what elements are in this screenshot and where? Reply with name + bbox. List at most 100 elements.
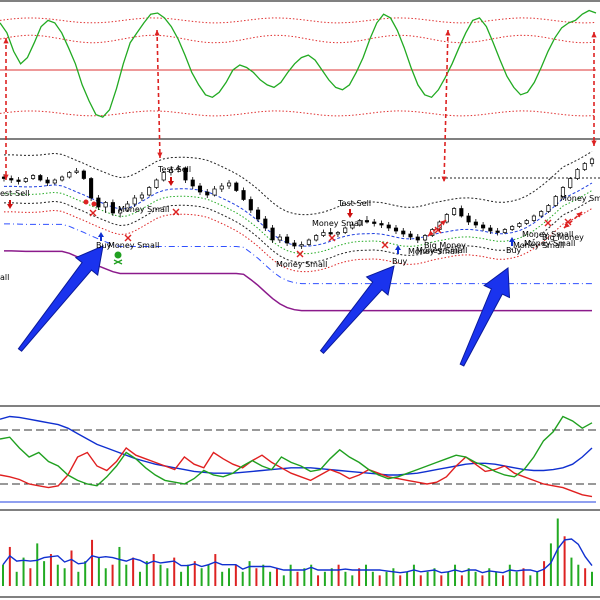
skull-icon xyxy=(91,201,97,207)
candle-body xyxy=(168,169,174,173)
candle-body xyxy=(524,220,529,224)
cross-icon xyxy=(434,226,442,234)
candle-body xyxy=(299,244,304,247)
down-arrow-icon xyxy=(347,209,353,218)
candle-body xyxy=(502,229,507,233)
annotation-label-money: Money Small xyxy=(522,230,573,239)
volume-average-line xyxy=(2,538,593,574)
candle-body xyxy=(285,236,290,244)
candle-body xyxy=(582,163,587,170)
divergence-arrowhead-icon xyxy=(591,32,597,38)
annotation-label-money: Money Small xyxy=(524,239,575,248)
skull-icon xyxy=(83,199,89,205)
candle-body xyxy=(357,220,362,226)
candle-body xyxy=(263,218,268,229)
candle-body xyxy=(517,223,522,227)
candle-body xyxy=(364,220,370,223)
candle-body xyxy=(589,158,595,164)
divergence-arrowhead-icon xyxy=(428,230,434,236)
annotation-label-money: Money Small xyxy=(416,246,467,255)
candle-body xyxy=(9,178,14,181)
annotation-label-money: Money Small xyxy=(276,260,327,269)
candle-body xyxy=(60,176,65,181)
candle-body xyxy=(568,178,573,188)
up-arrow-icon xyxy=(509,237,515,246)
candle-body xyxy=(212,188,217,196)
candle-body xyxy=(386,224,391,229)
divergence-arrowhead-icon xyxy=(591,140,597,146)
candle-body xyxy=(52,179,57,184)
candle-body xyxy=(481,224,486,229)
candle-body xyxy=(343,227,348,233)
candle-body xyxy=(560,187,566,197)
candle-body xyxy=(575,169,580,179)
candle-body xyxy=(393,227,399,232)
cross-icon xyxy=(381,241,389,249)
annotation-label-money: Money Small xyxy=(108,241,159,250)
divergence-arrowhead-icon xyxy=(564,222,570,228)
candle-body xyxy=(539,211,544,217)
annotation-label-money: Money Small xyxy=(408,247,459,256)
candle-body xyxy=(531,215,536,221)
divergence-arrowhead-icon xyxy=(157,152,163,158)
candle-body xyxy=(292,242,297,247)
divergence-arrowhead-icon xyxy=(576,212,582,218)
annotation-label-sell: Test-Sell xyxy=(157,165,191,174)
candle-body xyxy=(16,179,21,182)
up-arrow-icon xyxy=(98,232,104,241)
candle-body xyxy=(161,172,166,181)
price-green-band xyxy=(3,190,593,255)
stochastic-panel xyxy=(0,415,596,503)
annotation-label-buy: Buy xyxy=(96,241,112,250)
candle-body xyxy=(546,205,551,212)
candle-body xyxy=(205,191,210,196)
candle-body xyxy=(125,203,130,211)
big-pointer-arrow-icon xyxy=(459,267,511,367)
candle-body xyxy=(118,209,123,214)
candle-body xyxy=(401,230,406,235)
candle-body xyxy=(335,232,340,235)
divergence-arrowhead-icon xyxy=(154,30,160,36)
skull-icon xyxy=(113,259,123,265)
annotation-label-sell: Test-Sell xyxy=(337,199,371,208)
candle-body xyxy=(466,215,471,223)
down-arrow-icon xyxy=(7,200,13,209)
annotation-label-buy: Buy xyxy=(392,257,408,266)
candle-body xyxy=(372,221,377,224)
cross-icon xyxy=(544,219,552,227)
price-lower-envelope xyxy=(3,199,593,264)
up-arrow-icon xyxy=(395,245,401,254)
osc-upper-band xyxy=(0,34,597,44)
down-arrow-icon xyxy=(168,177,174,186)
candle-body xyxy=(473,221,478,226)
annotation-label-money: all xyxy=(0,273,9,282)
candle-body xyxy=(350,224,355,229)
candle-body xyxy=(248,199,253,211)
candle-body xyxy=(190,179,195,187)
skull-icon xyxy=(114,251,122,259)
candle-body xyxy=(45,179,50,184)
candle-body xyxy=(488,227,493,232)
candle-body xyxy=(256,209,261,220)
big-pointer-arrow-icon xyxy=(319,265,395,354)
candle-body xyxy=(154,179,159,188)
annotation-label-money: Money Sma xyxy=(560,194,600,203)
cross-icon xyxy=(124,234,132,242)
divergence-arrowhead-icon xyxy=(441,176,447,182)
candle-body xyxy=(183,167,188,181)
divergence-arrowhead-icon xyxy=(440,220,446,226)
candle-body xyxy=(89,178,94,199)
candle-body xyxy=(328,232,333,235)
candle-body xyxy=(452,208,457,215)
candle-body xyxy=(306,239,311,245)
volume-panel xyxy=(2,518,593,586)
candle-body xyxy=(38,175,43,181)
price-red-band xyxy=(3,208,593,273)
cross-icon xyxy=(296,250,304,258)
candle-body xyxy=(30,175,36,179)
price-upper-envelope xyxy=(3,151,593,216)
divergence-arrowhead-icon xyxy=(445,30,451,36)
